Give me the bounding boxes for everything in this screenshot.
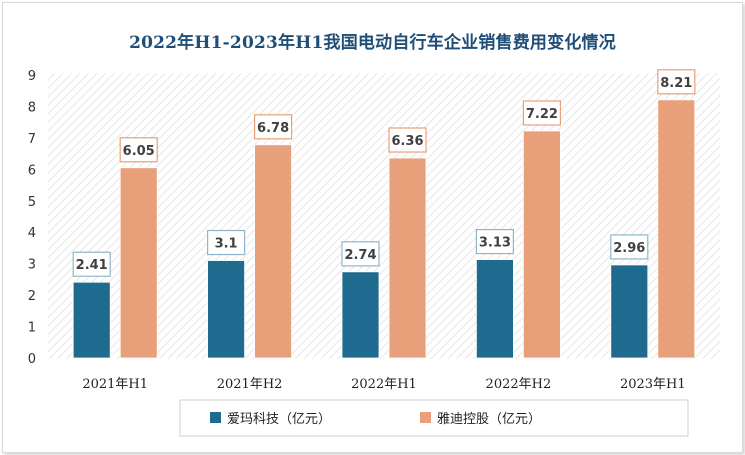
bar-yadea — [119, 167, 158, 359]
data-label: 2.74 — [344, 248, 376, 263]
legend: 爱玛科技（亿元） 雅迪控股（亿元） — [179, 399, 689, 437]
x-tick-label: 2022年H1 — [351, 377, 417, 392]
data-label: 2.41 — [76, 258, 108, 273]
bar-yadea — [254, 144, 293, 359]
y-tick-label: 1 — [28, 321, 36, 336]
bar-aima — [72, 281, 111, 359]
y-tick-label: 2 — [28, 289, 36, 304]
y-tick-label: 4 — [28, 226, 36, 241]
legend-swatch — [210, 412, 221, 423]
data-label-box — [475, 228, 514, 255]
data-label: 6.05 — [123, 144, 155, 159]
y-tick-label: 0 — [28, 352, 36, 367]
data-label-box — [119, 137, 158, 163]
data-label-box — [207, 229, 246, 256]
y-tick-label: 8 — [28, 100, 36, 115]
bar-aima — [341, 271, 380, 359]
data-label-box — [388, 127, 427, 153]
data-label: 8.21 — [660, 76, 692, 91]
data-label-box — [657, 69, 696, 95]
legend-label: 爱玛科技（亿元） — [227, 412, 331, 427]
bar-aima — [475, 259, 514, 359]
y-tick-label: 9 — [28, 69, 36, 84]
y-tick-label: 7 — [28, 132, 36, 147]
bar-yadea — [657, 99, 696, 359]
data-label: 6.78 — [257, 121, 289, 136]
data-label: 2.96 — [613, 241, 645, 256]
data-label-box — [610, 234, 649, 260]
plot-area-background — [48, 73, 720, 359]
bar-yadea — [388, 157, 427, 359]
data-label: 3.13 — [479, 236, 511, 251]
y-tick-label: 5 — [28, 195, 36, 210]
y-tick-label: 3 — [28, 258, 36, 273]
bar-yadea — [523, 130, 561, 359]
data-label-box — [341, 241, 380, 267]
bar-aima — [207, 260, 246, 359]
data-label: 7.22 — [526, 107, 558, 122]
data-label-box — [72, 251, 111, 277]
y-tick-label: 6 — [28, 163, 36, 178]
x-tick-label: 2021年H1 — [82, 377, 148, 392]
y-axis: 0 1 2 3 4 5 6 7 8 9 — [28, 69, 36, 367]
legend-swatch — [420, 412, 431, 423]
bar-aima — [610, 264, 649, 359]
data-labels: 2.41 6.05 3.1 6.78 2.74 6.36 3.13 7.22 2.96 8.21 — [72, 69, 696, 277]
data-label: 3.1 — [215, 237, 238, 252]
data-label: 6.36 — [391, 134, 423, 149]
x-tick-label: 2023年H1 — [620, 377, 686, 392]
data-label-box — [254, 114, 293, 140]
bars — [72, 99, 696, 359]
data-label-box — [522, 100, 562, 126]
chart-title: 2022年H1-2023年H1我国电动自行车企业销售费用变化情况 — [129, 33, 616, 53]
x-tick-label: 2021年H2 — [217, 377, 283, 392]
legend-box — [179, 399, 689, 437]
x-tick-label: 2022年H2 — [486, 377, 552, 392]
legend-label: 雅迪控股（亿元） — [437, 412, 541, 427]
x-axis: 2021年H1 2021年H2 2022年H1 2022年H2 2023年H1 — [82, 377, 685, 392]
